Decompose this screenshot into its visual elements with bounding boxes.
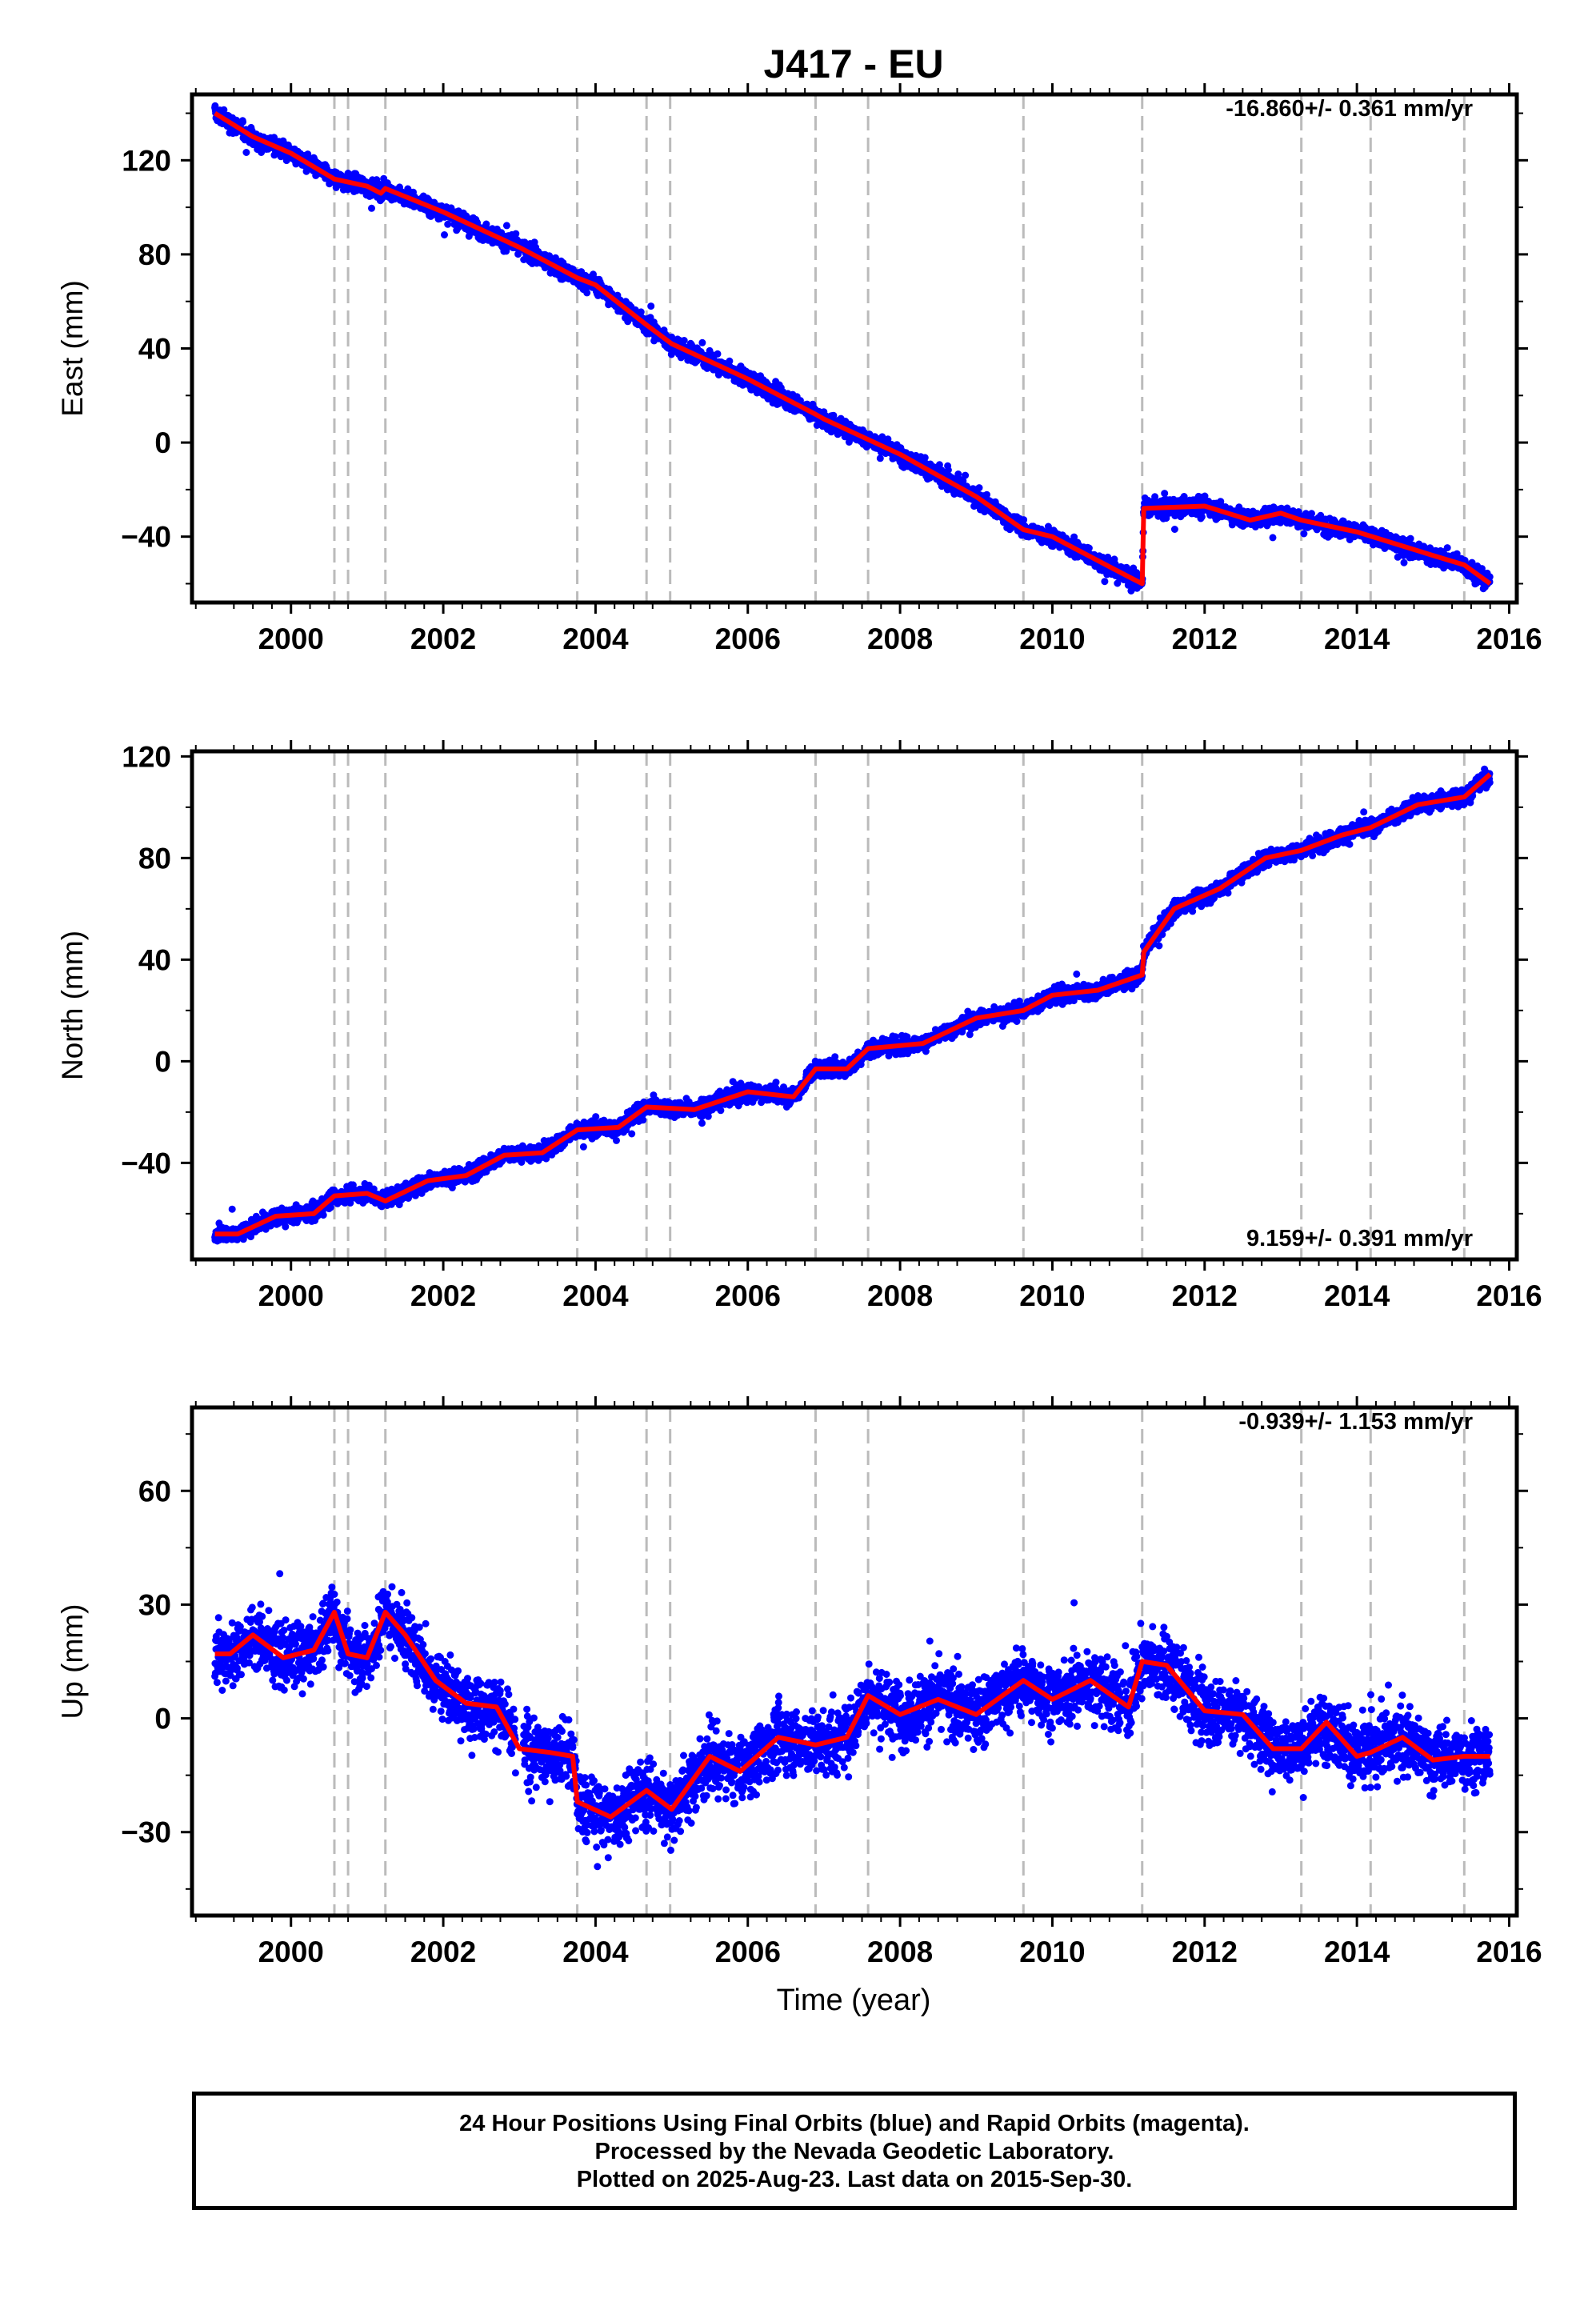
- x-tick-label: 2008: [867, 1936, 933, 1968]
- footer-line-2: Processed by the Nevada Geodetic Laborat…: [594, 2139, 1114, 2164]
- x-tick-label: 2014: [1324, 1936, 1390, 1968]
- x-tick-label: 2002: [410, 1279, 476, 1312]
- x-tick-label: 2010: [1019, 1936, 1085, 1968]
- rate-label: -16.860+/- 0.361 mm/yr: [1226, 96, 1473, 122]
- x-tick-label: 2004: [562, 1279, 629, 1312]
- x-tick-label: 2016: [1476, 1936, 1542, 1968]
- y-tick-label: 80: [138, 842, 171, 875]
- y-tick-label: 0: [154, 1045, 171, 1078]
- plot-frame: [190, 1405, 1519, 1918]
- x-tick-label: 2000: [258, 623, 324, 655]
- y-tick-label: 30: [138, 1588, 171, 1621]
- y-axis-label: East (mm): [56, 280, 89, 417]
- y-axis-label: Up (mm): [56, 1604, 89, 1719]
- x-tick-label: 2012: [1172, 1279, 1238, 1312]
- y-tick-label: 120: [122, 740, 171, 773]
- x-tick-label: 2006: [715, 623, 781, 655]
- x-tick-label: 2002: [410, 1936, 476, 1968]
- x-tick-label: 2012: [1172, 1936, 1238, 1968]
- footer-line-1: 24 Hour Positions Using Final Orbits (bl…: [459, 2111, 1250, 2136]
- x-tick-label: 2016: [1476, 1279, 1542, 1312]
- y-axis-label: North (mm): [56, 931, 89, 1080]
- y-tick-label: 40: [138, 333, 171, 366]
- x-tick-label: 2006: [715, 1936, 781, 1968]
- plot-area: [211, 94, 1494, 603]
- y-tick-label: −40: [121, 521, 171, 554]
- y-tick-label: −30: [121, 1816, 171, 1849]
- plot-area: [211, 1407, 1494, 1916]
- rate-label: -0.939+/- 1.153 mm/yr: [1238, 1409, 1473, 1435]
- panel-north: 2000 2002 2004 2006 2008 2010 2012 2014 2016 −40 0…: [56, 740, 1542, 1312]
- x-tick-label: 2002: [410, 623, 476, 655]
- plot-area: [211, 751, 1494, 1259]
- panel-up: 2000 2002 2004 2006 2008 2010 2012 2014 2016 −30 0…: [56, 1396, 1542, 1968]
- x-tick-label: 2000: [258, 1936, 324, 1968]
- x-tick-label: 2004: [562, 623, 629, 655]
- x-tick-label: 2014: [1324, 1279, 1390, 1312]
- y-tick-label: 0: [154, 426, 171, 459]
- x-tick-label: 2016: [1476, 623, 1542, 655]
- y-tick-label: 80: [138, 238, 171, 271]
- model-line: [214, 1609, 1490, 1820]
- panel-east: 2000 2002 2004 2006 2008 2010 2012 2014 2016 −40 0…: [56, 83, 1542, 655]
- x-tick-label: 2010: [1019, 623, 1085, 655]
- y-tick-label: 60: [138, 1475, 171, 1507]
- x-tick-label: 2012: [1172, 623, 1238, 655]
- x-tick-label: 2006: [715, 1279, 781, 1312]
- footer-line-3: Plotted on 2025-Aug-23. Last data on 201…: [576, 2167, 1133, 2192]
- x-tick-label: 2010: [1019, 1279, 1085, 1312]
- chart-title: J417 - EU: [763, 42, 943, 86]
- rate-label: 9.159+/- 0.391 mm/yr: [1246, 1226, 1473, 1251]
- x-tick-label: 2004: [562, 1936, 629, 1968]
- plot-frame: [190, 749, 1519, 1262]
- x-tick-label: 2014: [1324, 623, 1390, 655]
- x-tick-label: 2008: [867, 1279, 933, 1312]
- x-tick-label: 2000: [258, 1279, 324, 1312]
- y-tick-label: −40: [121, 1147, 171, 1179]
- x-tick-label: 2008: [867, 623, 933, 655]
- x-axis-label: Time (year): [777, 1984, 931, 2017]
- y-tick-label: 40: [138, 943, 171, 976]
- model-line: [214, 110, 1492, 587]
- data-points: [211, 1570, 1494, 1871]
- footer-note: 24 Hour Positions Using Final Orbits (bl…: [192, 2092, 1517, 2210]
- y-tick-label: 120: [122, 144, 171, 177]
- model-line: [214, 772, 1492, 1237]
- y-tick-label: 0: [154, 1703, 171, 1735]
